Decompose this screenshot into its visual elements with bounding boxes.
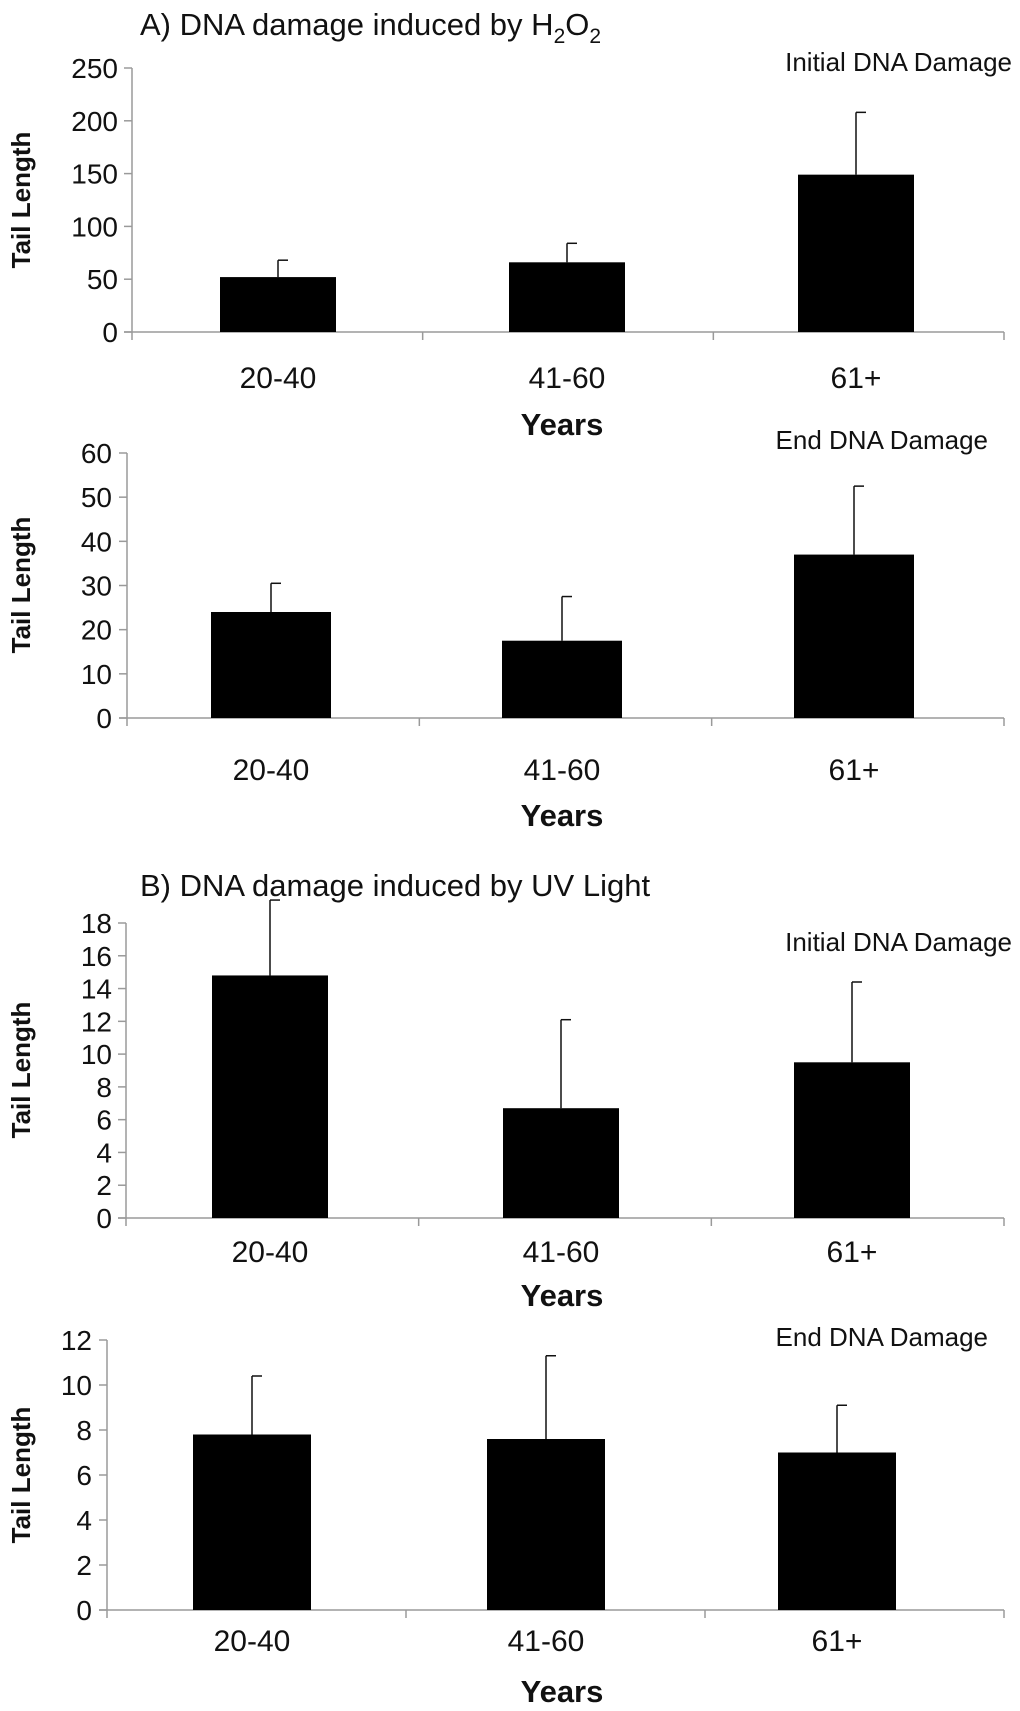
- chart-panel-1: 0 50 100 150 200 250 20-40 41-60 61+ Initial DNA …: [6, 47, 1012, 442]
- y-tick-label: 8: [96, 1072, 112, 1103]
- y-tick-label: 100: [71, 211, 118, 242]
- bar-41-60: [503, 1108, 619, 1218]
- bar-20-40: [211, 612, 331, 718]
- y-tick-label: 0: [96, 703, 112, 734]
- y-tick-label: 250: [71, 53, 118, 84]
- bar-61+: [794, 554, 914, 718]
- y-tick-label: 0: [76, 1595, 92, 1626]
- y-tick-label: 18: [81, 908, 112, 939]
- bar-61+: [794, 1062, 910, 1218]
- bar-41-60: [487, 1439, 605, 1610]
- y-tick-label: 150: [71, 159, 118, 190]
- section-b-title: B) DNA damage induced by UV Light: [140, 868, 650, 903]
- category-label: 20-40: [240, 362, 317, 395]
- bar-20-40: [193, 1434, 311, 1610]
- y-tick-label: 0: [102, 317, 118, 348]
- y-tick-label: 30: [81, 571, 112, 602]
- x-axis-label: Years: [521, 1674, 604, 1709]
- y-axis-label: Tail Length: [6, 1407, 36, 1544]
- category-label: 61+: [812, 1625, 863, 1658]
- bar-41-60: [502, 640, 622, 718]
- category-label: 41-60: [524, 754, 601, 787]
- chart-title: Initial DNA Damage: [785, 47, 1012, 77]
- y-tick-label: 200: [71, 106, 118, 137]
- bar-61+: [798, 174, 914, 332]
- y-tick-label: 10: [81, 1039, 112, 1070]
- y-tick-label: 50: [87, 264, 118, 295]
- y-tick-label: 16: [81, 941, 112, 972]
- y-axis-label: Tail Length: [6, 517, 36, 654]
- y-tick-label: 8: [76, 1415, 92, 1446]
- y-tick-label: 50: [81, 482, 112, 513]
- category-label: 41-60: [508, 1625, 585, 1658]
- y-tick-label: 40: [81, 526, 112, 557]
- category-label: 61+: [827, 1236, 878, 1269]
- category-label: 61+: [829, 754, 880, 787]
- y-axis-label: Tail Length: [6, 132, 36, 269]
- category-label: 61+: [831, 362, 882, 395]
- x-axis-label: Years: [521, 798, 604, 833]
- y-tick-label: 4: [96, 1137, 112, 1168]
- y-tick-label: 12: [81, 1006, 112, 1037]
- y-tick-label: 14: [81, 974, 112, 1005]
- x-axis-label: Years: [521, 1278, 604, 1313]
- y-tick-label: 10: [61, 1370, 92, 1401]
- category-label: 20-40: [232, 1236, 309, 1269]
- bar-61+: [778, 1452, 896, 1610]
- y-axis-label: Tail Length: [6, 1002, 36, 1139]
- bar-41-60: [509, 262, 625, 332]
- y-tick-label: 60: [81, 438, 112, 469]
- chart-title: End DNA Damage: [776, 425, 988, 455]
- bar-20-40: [220, 277, 336, 332]
- y-tick-label: 0: [96, 1203, 112, 1234]
- category-label: 41-60: [523, 1236, 600, 1269]
- chart-title: End DNA Damage: [776, 1322, 988, 1352]
- bar-20-40: [212, 975, 328, 1218]
- y-tick-label: 12: [61, 1325, 92, 1356]
- y-tick-label: 6: [96, 1105, 112, 1136]
- y-tick-label: 10: [81, 659, 112, 690]
- category-label: 20-40: [214, 1625, 291, 1658]
- y-tick-label: 2: [96, 1170, 112, 1201]
- category-label: 41-60: [529, 362, 606, 395]
- x-axis-label: Years: [521, 407, 604, 442]
- y-tick-label: 2: [76, 1550, 92, 1581]
- category-label: 20-40: [233, 754, 310, 787]
- y-tick-label: 6: [76, 1460, 92, 1491]
- chart-title: Initial DNA Damage: [785, 927, 1012, 957]
- y-tick-label: 20: [81, 615, 112, 646]
- section-a-title: A) DNA damage induced by H2O2: [140, 7, 601, 48]
- chart-panel-4: 0 2 4 6 8 10 12 20-40 41-60 61+ End DNA Damage Year…: [6, 1322, 1005, 1709]
- y-tick-label: 4: [76, 1505, 92, 1536]
- chart-panel-2: 0 10 20 30 40 50 60 20-40 41-60 61+ End DNA Damage…: [6, 425, 1005, 833]
